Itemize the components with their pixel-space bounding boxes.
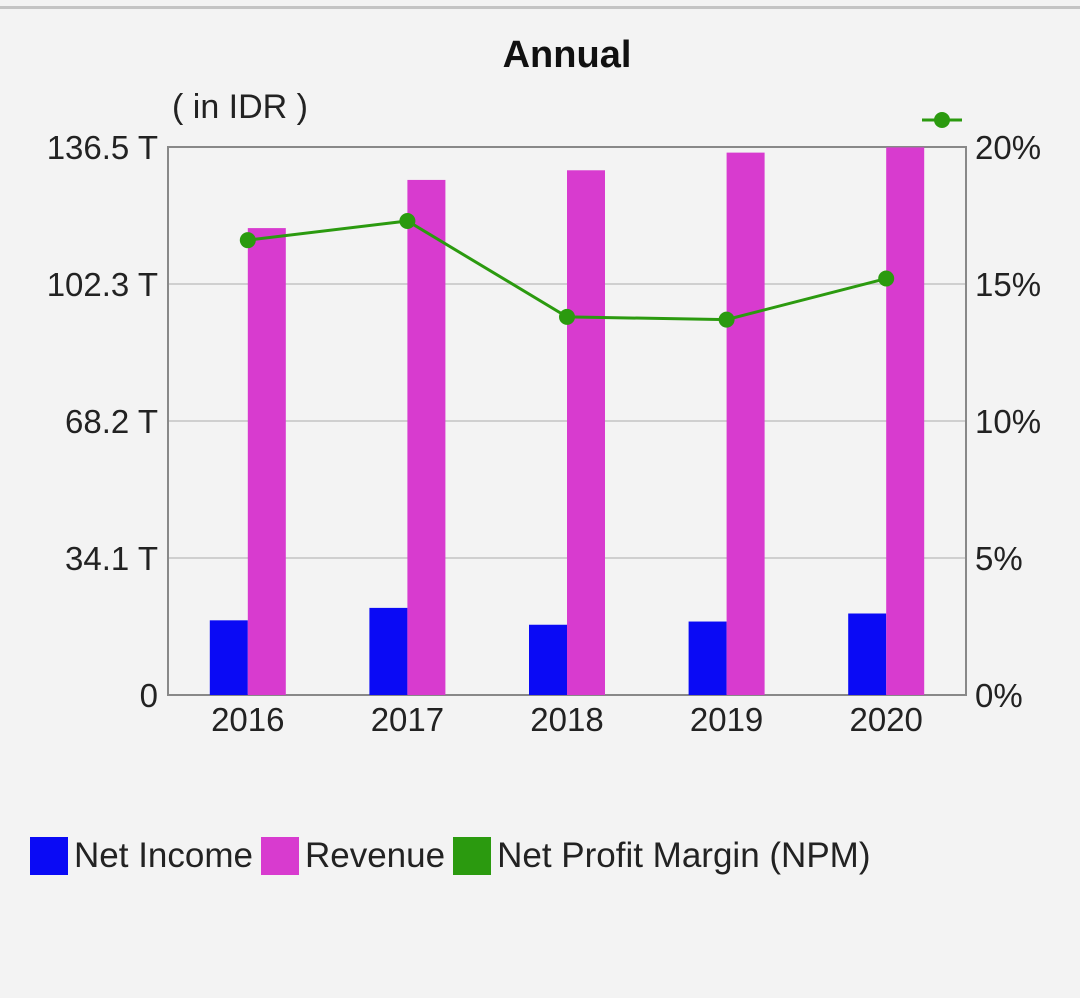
bar-revenue [567,170,605,696]
legend-label-npm: Net Profit Margin (NPM) [497,836,871,875]
npm-marker-legend-dot [934,112,950,128]
bar-revenue [407,179,446,695]
left-axis-tick-label: 34.1 T [65,540,158,577]
bar-net-income [529,624,567,695]
x-axis-tick-label: 2020 [849,701,922,738]
right-axis-tick-label: 20% [975,129,1041,166]
npm-point [718,311,735,328]
chart-plot: 0 0% 34.1 T 5% 68.2 T 10% 102.3 T 15% 136.5 T 20%… [47,112,1041,738]
legend-swatch-revenue [260,837,299,875]
npm-point [559,308,575,325]
left-axis-tick-label: 102.3 T [47,266,158,303]
left-axis-tick-label: 136.5 T [47,129,158,166]
bar-net-income [369,607,408,695]
legend-item-npm[interactable]: Net Profit Margin (NPM) [453,836,870,876]
chart-title: Annual [502,34,632,76]
x-axis-tick-label: 2018 [530,701,603,738]
x-axis-tick-label: 2016 [211,701,284,738]
bar-net-income [688,621,727,695]
right-axis-tick-label: 5% [975,540,1023,577]
npm-point [239,232,256,249]
bar-net-income [848,613,887,695]
npm-point [399,212,416,229]
legend-label-net-income: Net Income [74,836,253,875]
top-divider [0,6,1080,9]
left-axis-tick-label: 0 [140,677,158,714]
legend-item-net-income[interactable]: Net Income [30,836,253,876]
legend-swatch-net-income [30,837,68,875]
bar-revenue [247,228,286,695]
legend-item-revenue[interactable]: Revenue [260,836,446,876]
legend: Net Income Revenue Net Profit Margin (NP… [30,836,878,876]
legend-label-revenue: Revenue [304,836,446,875]
right-axis-tick-label: 0% [975,677,1023,714]
unit-label: ( in IDR ) [172,88,308,126]
bar-net-income [209,620,248,695]
right-axis-tick-label: 10% [975,403,1041,440]
bar-revenue [886,147,925,695]
right-axis-tick-label: 15% [975,266,1041,303]
left-axis-tick-label: 68.2 T [65,403,158,440]
legend-swatch-npm [453,837,492,875]
x-axis-tick-label: 2019 [690,701,763,738]
bar-revenue [726,152,765,696]
npm-point [878,270,895,287]
x-axis-tick-label: 2017 [371,701,444,738]
